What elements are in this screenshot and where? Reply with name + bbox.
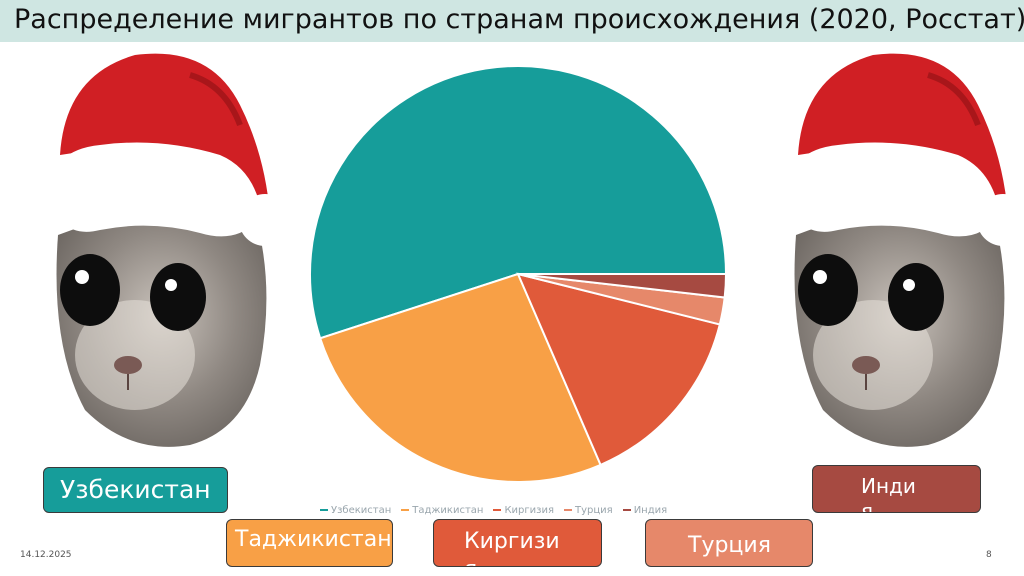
title-bar: Распределение мигрантов по странам проис… <box>0 0 1024 42</box>
legend-label: Индия <box>633 505 668 516</box>
legend-label: Таджикистан <box>412 505 484 516</box>
slide-title: Распределение мигрантов по странам проис… <box>14 4 1024 35</box>
label-uzbekistan: Узбекистан <box>43 467 228 513</box>
label-turkey-text: Турция <box>688 533 771 558</box>
label-kyrgyzstan-text: Киргизия <box>464 529 560 566</box>
label-tajikistan-text: Таджикистан <box>235 527 392 552</box>
legend-label: Киргизия <box>504 505 554 516</box>
hamster-santa-hat-icon-right <box>786 54 1024 447</box>
label-india: Индия <box>812 465 981 513</box>
pie-slice-3 <box>516 272 721 467</box>
legend-item: Киргизия <box>493 505 554 516</box>
label-india-text: Индия <box>861 474 916 513</box>
pie-slice-2 <box>318 272 602 483</box>
label-uzbekistan-text: Узбекистан <box>60 475 211 504</box>
slide-date: 14.12.2025 <box>20 550 72 560</box>
pie-slice-1 <box>309 65 728 340</box>
legend-label: Узбекистан <box>331 505 392 516</box>
label-kyrgyzstan: Киргизия <box>433 519 602 567</box>
pie-chart <box>309 65 728 483</box>
label-tajikistan: Таджикистан <box>226 519 393 567</box>
hamster-santa-hat-icon-left <box>48 54 291 447</box>
page-number: 8 <box>986 550 992 560</box>
legend-label: Турция <box>574 505 613 516</box>
chart-legend: Узбекистан Таджикистан Киргизия Турция Индия <box>320 505 740 519</box>
legend-item: Турция <box>563 505 613 516</box>
legend-item: Индия <box>622 505 668 516</box>
legend-item: Таджикистан <box>401 505 483 516</box>
legend-item: Узбекистан <box>320 505 391 516</box>
pie-slice-5 <box>517 273 728 299</box>
label-turkey: Турция <box>645 519 813 567</box>
